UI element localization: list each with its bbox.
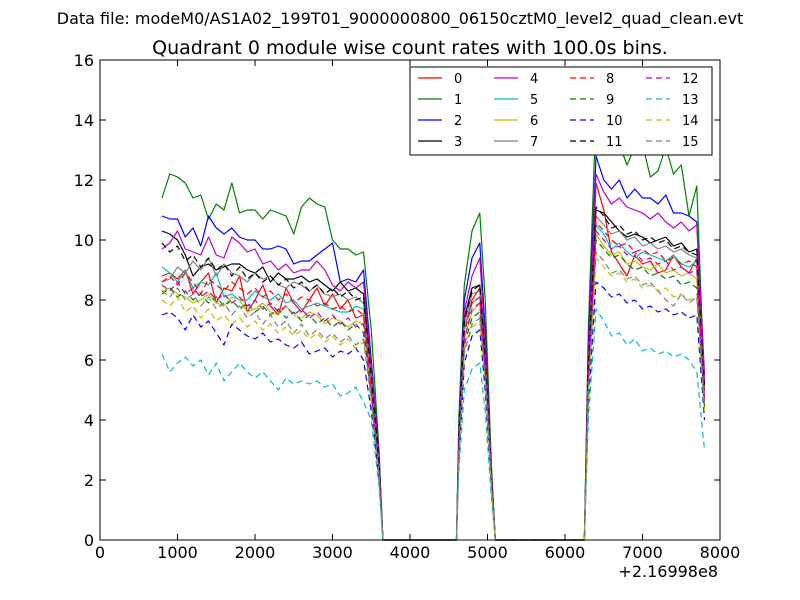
- x-tick-label: 4000: [390, 543, 431, 562]
- y-tick-label: 2: [84, 471, 94, 490]
- series-layer: [162, 111, 705, 540]
- legend-label-10: 10: [606, 114, 623, 129]
- series-line-2: [162, 156, 705, 540]
- series-line-7: [162, 216, 705, 540]
- suptitle: Data file: modeM0/AS1A02_199T01_90000008…: [57, 9, 743, 29]
- legend-label-7: 7: [530, 135, 538, 150]
- y-tick-label: 10: [74, 231, 94, 250]
- series-line-1: [162, 111, 705, 540]
- x-tick-label: 1000: [157, 543, 198, 562]
- legend-label-2: 2: [454, 114, 462, 129]
- y-tick-label: 16: [74, 51, 94, 70]
- y-tick-label: 8: [84, 291, 94, 310]
- legend-label-8: 8: [606, 72, 614, 87]
- x-offset-label: +2.16998e8: [618, 562, 718, 581]
- legend-label-0: 0: [454, 72, 462, 87]
- legend-label-6: 6: [530, 114, 538, 129]
- x-tick-label: 8000: [700, 543, 741, 562]
- y-tick-label: 12: [74, 171, 94, 190]
- x-tick-label: 5000: [467, 543, 508, 562]
- x-tick-label: 3000: [312, 543, 353, 562]
- y-tick-label: 14: [74, 111, 94, 130]
- series-line-6: [162, 234, 705, 540]
- series-line-10: [162, 282, 705, 540]
- legend-label-13: 13: [682, 93, 699, 108]
- figure: Data file: modeM0/AS1A02_199T01_90000008…: [0, 0, 800, 600]
- legend-label-15: 15: [682, 135, 699, 150]
- legend-label-14: 14: [682, 114, 699, 129]
- legend-label-11: 11: [606, 135, 623, 150]
- series-line-13: [162, 309, 705, 540]
- y-tick-label: 0: [84, 531, 94, 550]
- legend-label-3: 3: [454, 135, 462, 150]
- legend-label-9: 9: [606, 93, 614, 108]
- legend-label-1: 1: [454, 93, 462, 108]
- legend-label-12: 12: [682, 72, 699, 87]
- x-tick-label: 6000: [545, 543, 586, 562]
- x-tick-label: 0: [95, 543, 105, 562]
- legend-label-4: 4: [530, 72, 538, 87]
- series-line-12: [162, 231, 705, 540]
- series-line-0: [162, 183, 705, 540]
- y-tick-label: 6: [84, 351, 94, 370]
- x-tick-label: 7000: [622, 543, 663, 562]
- legend-label-5: 5: [530, 93, 538, 108]
- x-tick-label: 2000: [235, 543, 276, 562]
- y-tick-label: 4: [84, 411, 94, 430]
- series-line-9: [162, 240, 705, 540]
- chart-title: Quadrant 0 module wise count rates with …: [152, 37, 668, 59]
